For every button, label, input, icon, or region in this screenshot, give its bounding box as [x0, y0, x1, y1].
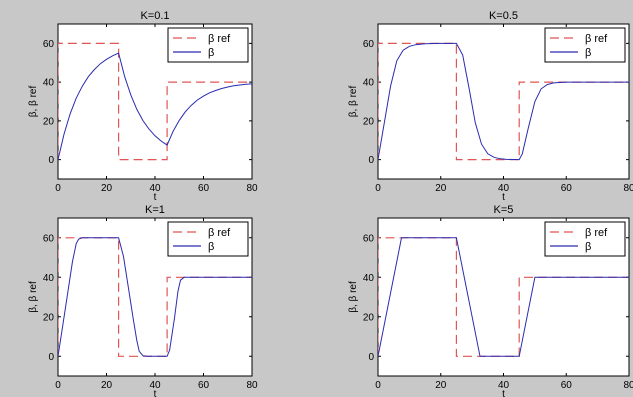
plot3: 0 20 40 60 80 0 20 40 60 K=1 t β, β ref β ref β [28, 204, 258, 397]
plot2-legend-label-beta: β [585, 47, 591, 59]
plot4-xlabel: t [502, 389, 505, 397]
plot3-legend: β ref β [167, 221, 249, 257]
plot3-legend-box [167, 221, 249, 257]
plot2-ytick-label: 40 [363, 78, 375, 89]
plot3-series-beta-ref-line [58, 237, 252, 357]
plot4: 0 20 40 60 80 0 20 40 60 K=5 t β, β ref β ref β [348, 204, 633, 397]
plot2-xtick-label: 20 [435, 183, 447, 194]
plot4-legend-label-beta-ref: β ref [585, 227, 608, 239]
plot2-xtick-label: 80 [623, 183, 633, 194]
plot1-xtick-label: 0 [55, 183, 61, 194]
plot2-series-beta-ref-line [378, 42, 629, 161]
plot3-legend-label-beta-ref: β ref [208, 227, 231, 239]
plot1-legend-box [167, 27, 249, 63]
plot2-ytick-label: 60 [363, 39, 375, 50]
plot3-ylabel: β, β ref [28, 281, 39, 313]
plot2-xtick-label: 60 [561, 183, 573, 194]
plot4-ylabel: β, β ref [348, 281, 359, 313]
plot2-xtick-label: 40 [498, 183, 510, 194]
plot1-ytick-label: 40 [43, 78, 55, 89]
plot3-xtick-label: 40 [149, 380, 161, 391]
plot2: 0 20 40 60 80 0 20 40 60 K=0.5 t β, β ref β ref β [348, 10, 633, 203]
plot1-title: K=0.1 [140, 10, 169, 22]
plot4-ytick-label: 60 [363, 233, 375, 244]
plot3-xtick-label: 0 [55, 380, 61, 391]
plot1-xtick-label: 40 [149, 183, 161, 194]
plot2-ytick-label: 0 [368, 155, 374, 166]
plot3-legend-label-beta: β [208, 241, 214, 253]
plot4-xtick-label: 0 [375, 380, 381, 391]
plot2-legend: β ref β [544, 27, 626, 63]
plot4-xtick-label: 40 [498, 380, 510, 391]
plot3-xtick-label: 20 [101, 380, 113, 391]
plot4-ytick-label: 0 [368, 352, 374, 363]
plot4-series-beta-line [378, 237, 629, 357]
plot3-ytick-label: 20 [43, 312, 55, 323]
plot2-xlabel: t [502, 192, 505, 203]
plot1-legend-label-beta-ref: β ref [208, 33, 231, 45]
plot3-xtick-label: 80 [246, 380, 258, 391]
plot4-xtick-label: 20 [435, 380, 447, 391]
plot3-title: K=1 [145, 204, 165, 216]
plot2-legend-box [544, 27, 626, 63]
plot1-ylabel: β, β ref [28, 86, 39, 118]
plot2-xtick-label: 0 [375, 183, 381, 194]
plot2-series-beta-line [378, 42, 629, 161]
plot1: 0 20 40 60 80 0 20 40 60 K=0.1 t β, β ref β ref β [28, 10, 258, 203]
plot4-ytick-label: 40 [363, 273, 375, 284]
plot1-ytick-label: 60 [43, 39, 55, 50]
plot1-xtick-label: 80 [246, 183, 258, 194]
plot3-xtick-label: 60 [198, 380, 210, 391]
plot4-legend-box [544, 221, 626, 257]
plot1-xtick-label: 60 [198, 183, 210, 194]
plot3-ytick-label: 40 [43, 273, 55, 284]
plot2-ytick-label: 20 [363, 116, 375, 127]
plot1-xlabel: t [154, 192, 157, 203]
plot2-ylabel: β, β ref [348, 86, 359, 118]
plot1-ytick-label: 0 [48, 155, 54, 166]
plot4-legend: β ref β [544, 221, 626, 257]
plot3-ytick-label: 0 [48, 352, 54, 363]
plot4-xtick-label: 80 [623, 380, 633, 391]
plot3-xlabel: t [154, 389, 157, 397]
plot1-legend-label-beta: β [208, 47, 214, 59]
plot3-series-beta-line [58, 237, 252, 357]
plot1-series-beta-line [58, 52, 252, 160]
plot2-title: K=0.5 [489, 10, 518, 22]
plot4-title: K=5 [494, 204, 514, 216]
plot1-ytick-label: 20 [43, 116, 55, 127]
plot2-legend-label-beta-ref: β ref [585, 33, 608, 45]
plot4-ytick-label: 20 [363, 312, 375, 323]
plot4-xtick-label: 60 [561, 380, 573, 391]
plot4-series-beta-ref-line [378, 237, 629, 357]
plot1-legend: β ref β [167, 27, 249, 63]
plot3-ytick-label: 60 [43, 233, 55, 244]
plot1-xtick-label: 20 [101, 183, 113, 194]
plot4-legend-label-beta: β [585, 241, 591, 253]
